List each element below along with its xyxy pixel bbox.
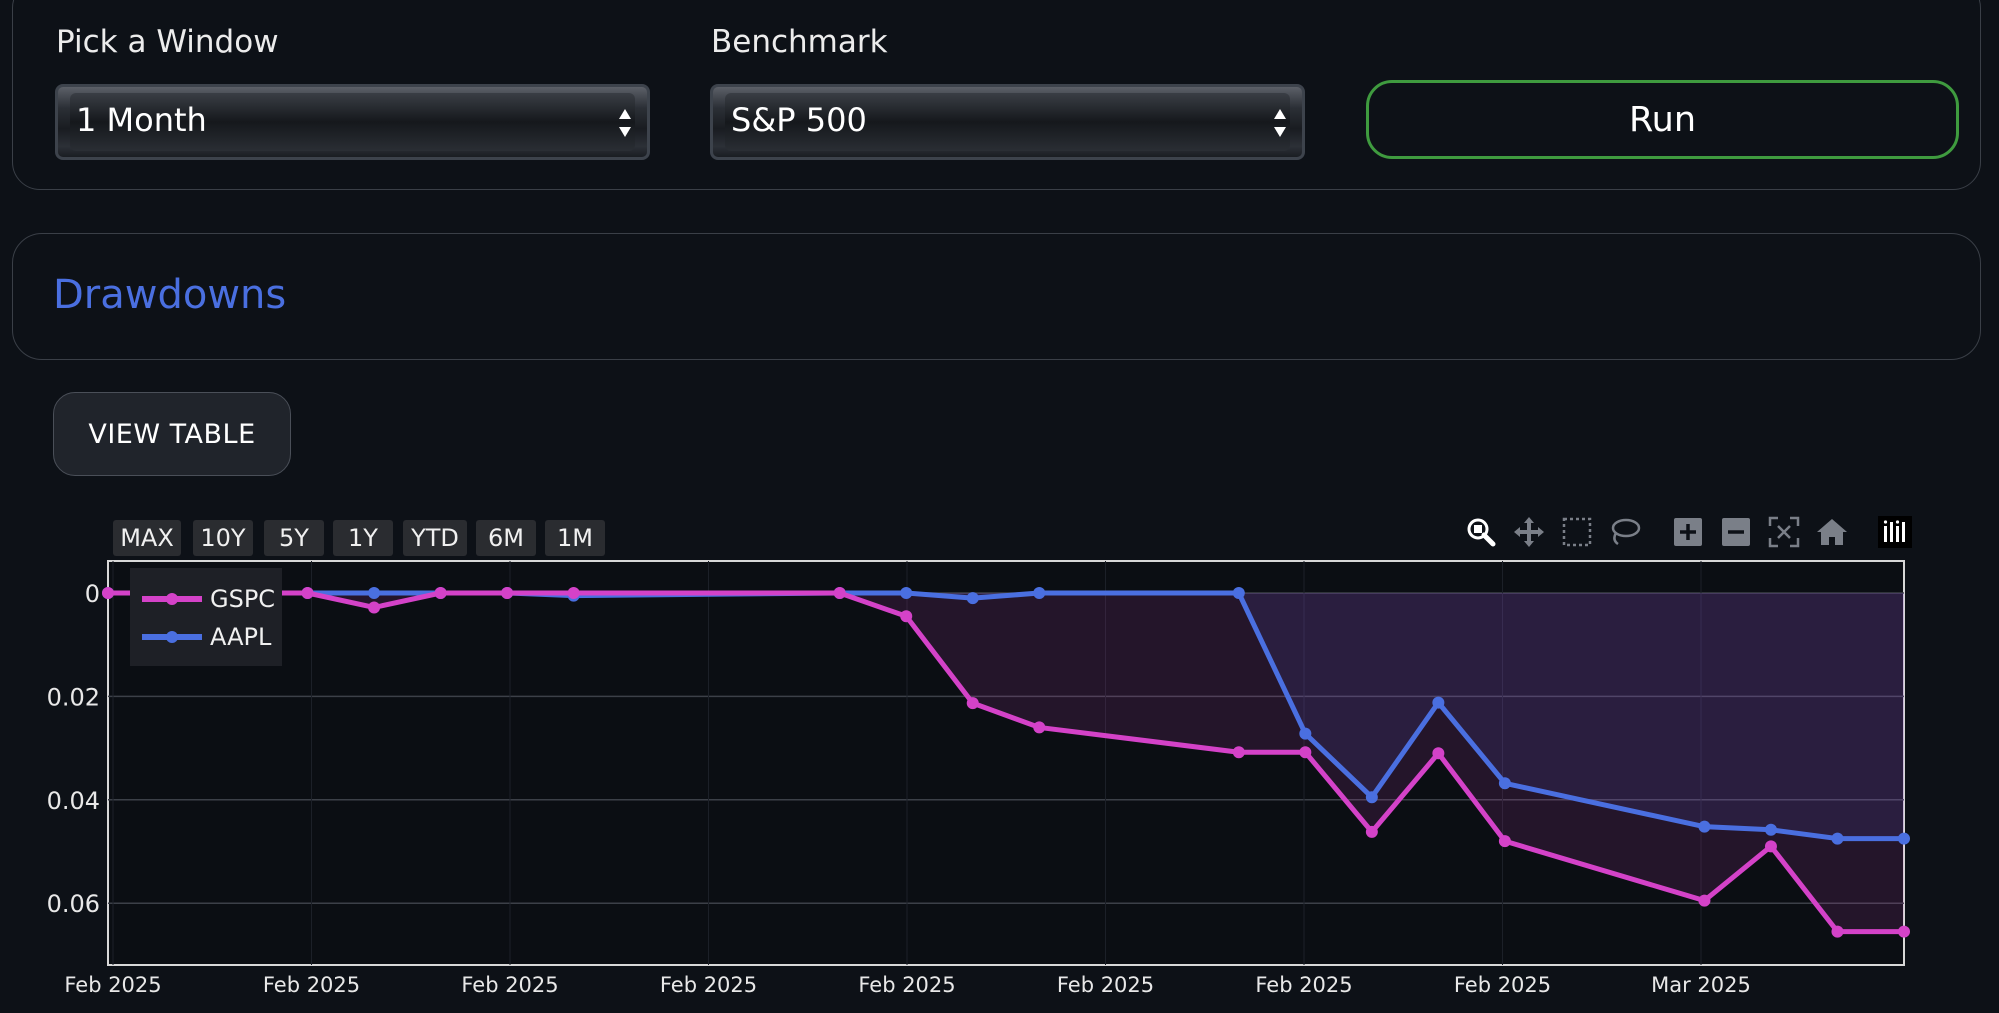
y-tick-label: 0 [85,580,100,608]
data-point-aapl[interactable] [1232,587,1245,599]
x-tick-label: Feb 2025 [64,973,161,997]
data-point-aapl[interactable] [1831,832,1844,845]
x-tick-label: Feb 2025 [660,973,757,997]
plotly-logo-icon[interactable] [1877,514,1913,550]
pan-icon[interactable] [1511,514,1547,550]
data-point-gspc[interactable] [434,587,447,599]
data-point-aapl[interactable] [1698,820,1711,833]
data-point-gspc[interactable] [1764,840,1777,853]
select-arrows-icon [619,109,631,137]
x-tick-label: Feb 2025 [858,973,955,997]
x-tick-label: Mar 2025 [1651,973,1751,997]
legend-item-aapl[interactable]: AAPL [142,618,271,656]
zoom-in-icon[interactable] [1670,514,1706,550]
data-point-gspc[interactable] [1232,746,1245,759]
data-point-gspc[interactable] [900,610,913,623]
x-tick-label: Feb 2025 [1057,973,1154,997]
data-point-gspc[interactable] [102,587,114,599]
view-table-button[interactable]: VIEW TABLE [53,392,291,476]
data-point-gspc[interactable] [1898,925,1910,938]
area-gspc [108,593,1904,932]
data-point-gspc[interactable] [368,601,381,614]
data-point-gspc[interactable] [966,697,979,710]
autoscale-icon[interactable] [1766,514,1802,550]
legend-swatch-gspc [142,593,202,605]
range-button-5y[interactable]: 5Y [264,520,324,556]
data-point-gspc[interactable] [1831,925,1844,938]
data-point-gspc[interactable] [1365,825,1378,838]
benchmark-select[interactable]: S&P 500 [710,84,1305,160]
range-button-1m[interactable]: 1M [545,520,605,556]
range-button-10y[interactable]: 10Y [193,520,253,556]
window-select-value: 1 Month [76,101,207,139]
data-point-gspc[interactable] [1498,835,1511,848]
window-select[interactable]: 1 Month [55,84,650,160]
data-point-gspc[interactable] [1033,721,1046,734]
legend-swatch-aapl [142,631,202,643]
plot-area [107,560,1905,966]
lasso-select-icon[interactable] [1607,514,1643,550]
chart-legend: GSPC AAPL [130,568,282,666]
y-tick-label: 0.04 [47,787,100,815]
benchmark-label: Benchmark [711,24,888,60]
data-point-aapl[interactable] [1898,832,1910,845]
run-button[interactable]: Run [1366,80,1959,159]
benchmark-select-value: S&P 500 [731,101,867,139]
zoom-icon[interactable] [1463,514,1499,550]
legend-item-gspc[interactable]: GSPC [142,580,275,618]
range-button-max[interactable]: MAX [113,520,181,556]
y-tick-label: 0.02 [47,683,100,711]
area-aapl [108,593,1904,839]
x-tick-label: Feb 2025 [1255,973,1352,997]
data-point-gspc[interactable] [833,587,846,599]
data-point-aapl[interactable] [368,587,381,599]
data-point-aapl[interactable] [1498,777,1511,790]
data-point-aapl[interactable] [900,587,913,599]
reset-axes-icon[interactable] [1814,514,1850,550]
box-select-icon[interactable] [1559,514,1595,550]
section-header-panel [12,233,1981,360]
data-point-gspc[interactable] [501,587,514,599]
range-button-1y[interactable]: 1Y [333,520,393,556]
data-point-aapl[interactable] [1033,587,1046,599]
y-tick-label: 0.06 [47,890,100,918]
zoom-out-icon[interactable] [1718,514,1754,550]
data-point-gspc[interactable] [301,587,314,599]
data-point-aapl[interactable] [966,592,979,605]
controls-panel [12,0,1981,190]
data-point-aapl[interactable] [1365,791,1378,804]
data-point-gspc[interactable] [1432,747,1445,760]
data-point-gspc[interactable] [1698,894,1711,907]
window-label: Pick a Window [56,24,279,60]
x-tick-label: Feb 2025 [461,973,558,997]
range-button-ytd[interactable]: YTD [403,520,467,556]
legend-label-aapl: AAPL [210,623,272,651]
x-tick-label: Feb 2025 [1454,973,1551,997]
select-arrows-icon [1274,109,1286,137]
section-title: Drawdowns [53,272,287,318]
data-point-gspc[interactable] [1299,746,1312,759]
data-point-gspc[interactable] [567,587,580,599]
data-point-aapl[interactable] [1764,823,1777,836]
data-point-aapl[interactable] [1432,696,1445,709]
data-point-aapl[interactable] [1299,727,1312,740]
range-button-6m[interactable]: 6M [476,520,536,556]
x-tick-label: Feb 2025 [263,973,360,997]
legend-label-gspc: GSPC [210,585,276,613]
